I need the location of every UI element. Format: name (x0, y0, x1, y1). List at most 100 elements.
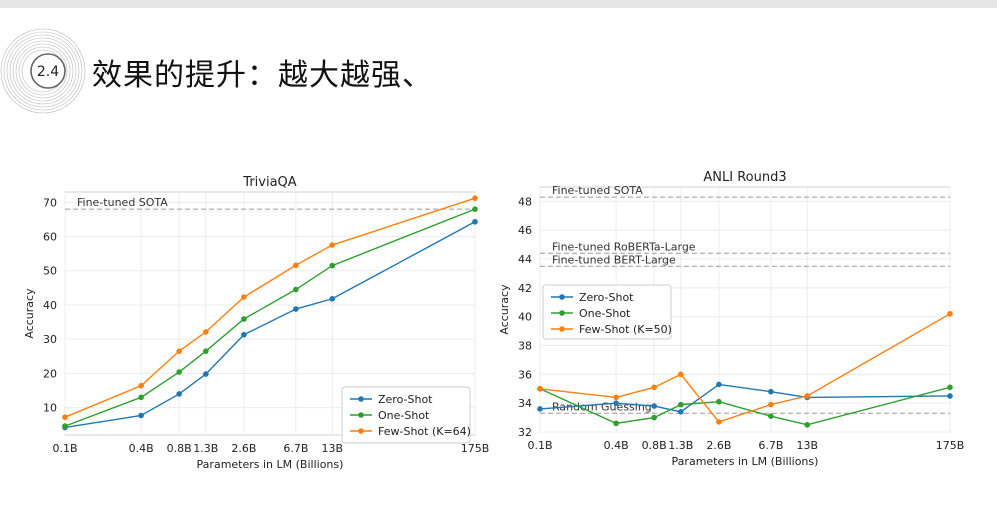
section-badge-icon: 2.4 (0, 28, 86, 114)
legend-label: One-Shot (378, 409, 430, 422)
reference-line-label: Fine-tuned SOTA (552, 184, 643, 197)
data-point (241, 331, 247, 338)
y-axis-label: Accuracy (23, 288, 36, 339)
chart-title: ANLI Round3 (703, 170, 786, 185)
legend-marker (559, 294, 565, 300)
legend-label: Few-Shot (K=64) (378, 425, 471, 438)
x-tick-label: 0.8B (642, 439, 667, 452)
data-point (203, 329, 209, 335)
data-point (768, 401, 774, 408)
x-tick-label: 0.1B (52, 442, 77, 455)
y-tick-label: 36 (518, 368, 532, 381)
y-tick-label: 10 (43, 402, 57, 415)
data-point (613, 400, 619, 406)
triviaqa-chart: 0.1B 0.4B 0.8B 1.3B 2.6B 6.7B 13B 175B 10 20 30 40 5… (23, 175, 490, 471)
data-point (678, 409, 684, 415)
x-tick-label: 175B (936, 439, 965, 452)
data-point (651, 414, 657, 421)
legend-label: Zero-Shot (378, 393, 433, 406)
data-point (176, 391, 182, 397)
data-point (62, 423, 68, 429)
data-point (472, 206, 478, 212)
slide-title: 效果的提升：越大越强、 (92, 58, 433, 93)
y-tick-label: 48 (518, 195, 532, 208)
x-tick-label: 175B (461, 442, 490, 455)
data-point (293, 306, 299, 312)
y-tick-label: 30 (43, 333, 57, 346)
data-point (176, 369, 182, 375)
y-tick-label: 38 (518, 340, 532, 353)
data-point (768, 413, 774, 419)
data-point (241, 316, 247, 322)
x-tick-label: 2.6B (231, 442, 256, 455)
data-point (651, 384, 657, 391)
legend-marker (559, 310, 565, 316)
y-tick-label: 42 (518, 282, 532, 295)
y-axis-label: Accuracy (498, 284, 511, 335)
data-point (537, 406, 543, 412)
legend-marker (358, 428, 364, 434)
anli-round3-chart: 0.1B 0.4B 0.8B 1.3B 2.6B 6.7B 13B 175B 32 34 36 38 4… (498, 170, 965, 468)
top-strip (0, 0, 997, 8)
x-tick-label: 0.4B (129, 442, 154, 455)
series-line-few-shot-k-64- (64, 197, 476, 418)
x-tick-label: 6.7B (283, 442, 308, 455)
data-point (613, 420, 619, 427)
x-axis-label: Parameters in LM (Billions) (197, 458, 344, 471)
data-point (613, 394, 619, 401)
data-point (716, 398, 722, 405)
y-tick-label: 60 (43, 230, 57, 243)
section-number: 2.4 (37, 64, 59, 80)
series-line-one-shot (539, 386, 951, 426)
reference-line-label: Fine-tuned BERT-Large (552, 253, 676, 266)
data-point (947, 384, 953, 391)
data-point (768, 388, 774, 395)
legend-marker (358, 396, 364, 402)
data-point (804, 393, 811, 399)
legend-label: One-Shot (579, 307, 631, 320)
data-point (472, 218, 478, 225)
chart-title: TriviaQA (242, 175, 296, 190)
x-tick-label: 13B (796, 439, 818, 452)
x-tick-label: 0.4B (604, 439, 629, 452)
data-point (241, 294, 247, 300)
series-line-one-shot (64, 208, 476, 427)
y-tick-label: 70 (43, 196, 57, 209)
legend-marker (559, 326, 565, 332)
data-point (203, 371, 209, 377)
y-tick-label: 20 (43, 367, 57, 380)
y-tick-label: 40 (43, 299, 57, 312)
data-point (329, 242, 336, 248)
legend-label: Few-Shot (K=50) (579, 323, 672, 336)
data-point (678, 371, 684, 378)
data-point (138, 412, 144, 419)
y-tick-label: 50 (43, 265, 57, 278)
data-point (203, 348, 209, 354)
data-point (537, 385, 543, 392)
data-point (62, 414, 68, 421)
data-point (678, 401, 684, 408)
y-tick-label: 46 (518, 224, 532, 237)
data-point (176, 348, 182, 354)
y-tick-label: 40 (518, 311, 532, 324)
data-point (804, 421, 811, 428)
x-tick-label: 0.1B (527, 439, 552, 452)
data-point (716, 381, 722, 388)
data-point (947, 393, 953, 399)
data-point (329, 262, 336, 269)
reference-line-label: Fine-tuned SOTA (77, 196, 168, 209)
y-tick-label: 32 (518, 426, 532, 439)
data-point (716, 419, 722, 425)
y-tick-label: 34 (518, 397, 532, 410)
data-point (293, 262, 299, 269)
x-tick-label: 1.3B (668, 439, 693, 452)
data-point (293, 286, 299, 293)
legend-label: Zero-Shot (579, 291, 634, 304)
series-line-zero-shot (64, 221, 476, 429)
x-tick-label: 13B (321, 442, 343, 455)
x-tick-label: 0.8B (167, 442, 192, 455)
y-tick-label: 44 (518, 253, 532, 266)
data-point (138, 394, 144, 401)
data-point (651, 403, 657, 409)
x-axis-label: Parameters in LM (Billions) (672, 455, 819, 468)
